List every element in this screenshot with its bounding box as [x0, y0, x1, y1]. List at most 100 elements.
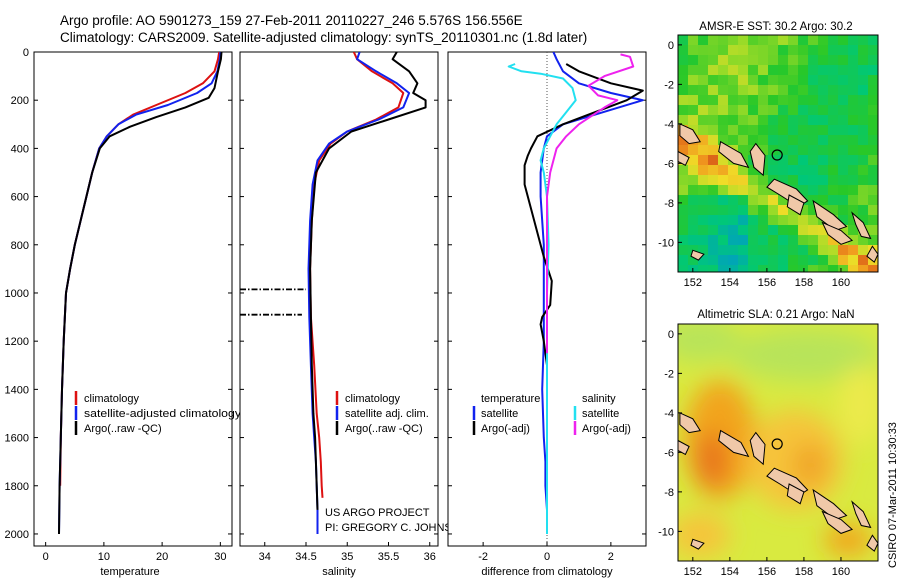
lon-tick-label: 152: [684, 277, 702, 289]
y-tick-label: 200: [11, 95, 29, 107]
sst-cell: [858, 115, 869, 126]
sst-cell: [718, 205, 729, 216]
sst-cell: [698, 165, 709, 176]
sst-cell: [868, 55, 878, 66]
sst-cell: [848, 245, 859, 256]
sst-cell: [768, 265, 779, 272]
lon-tick-label: 154: [721, 277, 739, 289]
sst-cell: [868, 225, 878, 236]
sst-cell: [818, 55, 829, 66]
sst-cell: [728, 125, 739, 136]
sst-cell: [678, 225, 689, 236]
sst-cell: [828, 35, 839, 46]
sst-cell: [698, 195, 709, 206]
lat-tick-label: -10: [658, 237, 674, 249]
island-landmass: [786, 483, 805, 505]
island-landmass: [812, 488, 848, 521]
sst-cell: [748, 105, 759, 116]
x-tick-label: 10: [98, 551, 110, 563]
sst-cell: [768, 145, 779, 156]
sst-cell: [678, 45, 689, 56]
sst-cell: [748, 265, 759, 272]
sst-cell: [688, 115, 699, 126]
sst-cell: [738, 65, 749, 76]
project-annotation-line-1: US ARGO PROJECT: [325, 507, 430, 519]
sst-cell: [808, 155, 819, 166]
sst-cell: [718, 245, 729, 256]
sst-cell: [788, 115, 799, 126]
sst-cell: [818, 125, 829, 136]
sst-cell: [728, 135, 739, 146]
x-tick-label: 35: [341, 551, 353, 563]
sst-cell: [688, 105, 699, 116]
sst-cell: [708, 105, 719, 116]
sst-cell: [688, 75, 699, 86]
sst-cell: [778, 175, 789, 186]
sst-cell: [768, 75, 779, 86]
sst-cell: [838, 245, 849, 256]
sst-cell: [698, 145, 709, 156]
island-landmass: [821, 221, 854, 245]
sst-cell: [768, 245, 779, 256]
sst-cell: [818, 245, 829, 256]
salinity-series: [240, 52, 427, 534]
sst-cell: [798, 85, 809, 96]
lon-tick-label: 158: [795, 566, 813, 578]
sst-cell: [718, 255, 729, 266]
legend-temp-argo-label: Argo(-adj): [481, 423, 530, 435]
sst-cell: [868, 165, 878, 176]
series-line-argo-adj-salinity: [546, 53, 635, 354]
sst-cell: [798, 75, 809, 86]
sst-cell: [708, 145, 719, 156]
sst-cell: [708, 175, 719, 186]
sst-cell: [738, 55, 749, 66]
sst-cell: [688, 255, 699, 266]
sst-cell: [708, 225, 719, 236]
sst-cell: [708, 75, 719, 86]
sst-cell: [698, 225, 709, 236]
lon-tick-label: 156: [758, 277, 776, 289]
sst-cell: [838, 255, 849, 266]
sst-cell: [768, 85, 779, 96]
island-landmass: [718, 429, 750, 458]
sst-cell: [688, 155, 699, 166]
legend-satellite-label: satellite-adjusted climatology: [84, 408, 242, 420]
sst-cell: [718, 195, 729, 206]
sst-cell: [848, 145, 859, 156]
sst-cell: [788, 95, 799, 106]
sst-cell: [678, 105, 689, 116]
sst-cell: [788, 235, 799, 246]
sst-cell: [758, 205, 769, 216]
sst-cell: [698, 155, 709, 166]
sst-cell: [748, 35, 759, 46]
sst-cell: [748, 115, 759, 126]
sst-cell: [758, 265, 769, 272]
sst-cell: [708, 35, 719, 46]
legend-sal-satellite-label: satellite: [582, 408, 619, 420]
sst-cell: [778, 215, 789, 226]
sst-cell: [818, 95, 829, 106]
legend-salinity-title: salinity: [582, 393, 616, 405]
sst-cell: [748, 185, 759, 196]
sst-cell: [868, 95, 878, 106]
sst-cell: [848, 265, 859, 272]
sst-cell: [848, 35, 859, 46]
sst-cell: [858, 135, 869, 146]
sst-cell: [818, 265, 829, 272]
sst-cell: [808, 35, 819, 46]
sst-cell: [858, 35, 869, 46]
sst-cell: [698, 185, 709, 196]
sst-cell: [708, 115, 719, 126]
sst-cell: [838, 265, 849, 272]
sst-cell: [848, 115, 859, 126]
sst-cell: [728, 185, 739, 196]
sst-cell: [778, 145, 789, 156]
sst-cell: [738, 45, 749, 56]
sst-cell: [748, 235, 759, 246]
sst-cell: [688, 185, 699, 196]
sst-cell: [818, 145, 829, 156]
sst-cell: [818, 235, 829, 246]
sst-cell: [758, 175, 769, 186]
sst-cell: [788, 65, 799, 76]
